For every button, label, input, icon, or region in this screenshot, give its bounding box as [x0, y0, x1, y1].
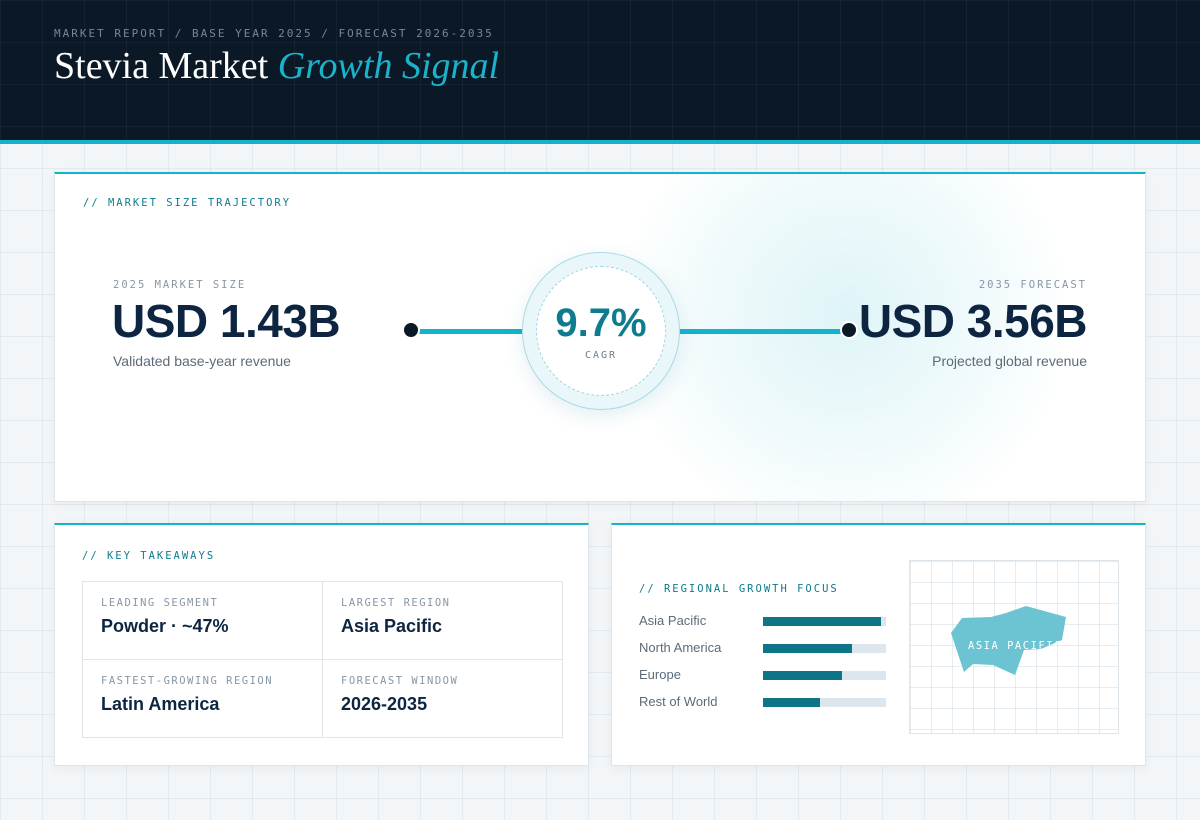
takeaway-value: 2026-2035 — [341, 694, 428, 714]
start-size-label: 2025 MARKET SIZE — [113, 279, 247, 291]
region-bar-fill — [763, 644, 852, 653]
market-size-trajectory-card: // MARKET SIZE TRAJECTORY 2025 MARKET SI… — [54, 172, 1146, 502]
region-bar-label: Asia Pacific — [639, 613, 707, 628]
cagr-value: 9.7% — [555, 301, 647, 345]
region-bar-fill — [763, 698, 820, 707]
takeaway-label: FORECAST WINDOW — [341, 675, 459, 687]
regional-section-label: // REGIONAL GROWTH FOCUS — [639, 583, 839, 595]
start-size-description: Validated base-year revenue — [113, 353, 291, 369]
trajectory-line-right — [680, 329, 850, 334]
takeaways-grid: LEADING SEGMENT Powder · ~47% LARGEST RE… — [82, 581, 563, 738]
forecast-size-value: USD 3.56B — [858, 295, 1088, 347]
region-bar-track — [763, 698, 886, 707]
takeaway-label: FASTEST-GROWING REGION — [101, 675, 274, 687]
page-title-accent: Growth Signal — [277, 45, 500, 87]
region-bar-row: Rest of World — [639, 694, 889, 709]
takeaway-value: Asia Pacific — [341, 616, 443, 636]
key-takeaways-card: // KEY TAKEAWAYS LEADING SEGMENT Powder … — [54, 523, 589, 766]
region-bar-row: Europe — [639, 667, 889, 682]
forecast-size-label: 2035 FORECAST — [978, 279, 1087, 291]
region-map: ASIA PACIFIC — [909, 560, 1119, 734]
region-bar-row: North America — [639, 640, 889, 655]
region-bar-fill — [763, 671, 842, 680]
map-region-label: ASIA PACIFIC — [968, 640, 1062, 652]
page-header: MARKET REPORT / BASE YEAR 2025 / FORECAS… — [0, 0, 1200, 140]
takeaway-fastest-growing-region: FASTEST-GROWING REGION Latin America — [83, 660, 323, 738]
asia-pacific-map-icon — [951, 606, 1066, 675]
takeaway-largest-region: LARGEST REGION Asia Pacific — [323, 582, 563, 660]
cagr-label: CAGR — [584, 350, 618, 361]
breadcrumb: MARKET REPORT / BASE YEAR 2025 / FORECAS… — [54, 27, 494, 40]
cagr-badge: 9.7% CAGR — [522, 252, 680, 410]
trajectory-line-left — [412, 329, 522, 334]
region-bar-row: Asia Pacific — [639, 613, 889, 628]
takeaway-value: Latin America — [101, 694, 220, 714]
header-accent-bar — [0, 140, 1200, 144]
takeaways-section-label: // KEY TAKEAWAYS — [82, 550, 216, 562]
forecast-size-description: Projected global revenue — [932, 353, 1087, 369]
takeaway-forecast-window: FORECAST WINDOW 2026-2035 — [323, 660, 563, 738]
page-title-main: Stevia Market — [54, 45, 269, 87]
takeaway-value: Powder · ~47% — [101, 616, 229, 636]
cagr-badge-inner: 9.7% CAGR — [536, 266, 666, 396]
region-bar-track — [763, 617, 886, 626]
start-size-value: USD 1.43B — [112, 295, 341, 347]
region-bar-track — [763, 671, 886, 680]
trajectory-section-label: // MARKET SIZE TRAJECTORY — [83, 197, 292, 209]
region-bar-fill — [763, 617, 882, 626]
takeaway-label: LARGEST REGION — [341, 597, 451, 609]
regional-growth-card: // REGIONAL GROWTH FOCUS Asia Pacific No… — [611, 523, 1146, 766]
region-bar-track — [763, 644, 886, 653]
asia-pacific-region-shape — [951, 606, 1066, 675]
region-bar-label: Rest of World — [639, 694, 718, 709]
end-point-marker — [840, 321, 858, 339]
takeaway-label: LEADING SEGMENT — [101, 597, 219, 609]
region-bar-label: Europe — [639, 667, 681, 682]
start-point-marker — [402, 321, 420, 339]
region-bar-label: North America — [639, 640, 722, 655]
takeaway-leading-segment: LEADING SEGMENT Powder · ~47% — [83, 582, 323, 660]
page-title: Stevia Market Growth Signal — [54, 44, 499, 88]
